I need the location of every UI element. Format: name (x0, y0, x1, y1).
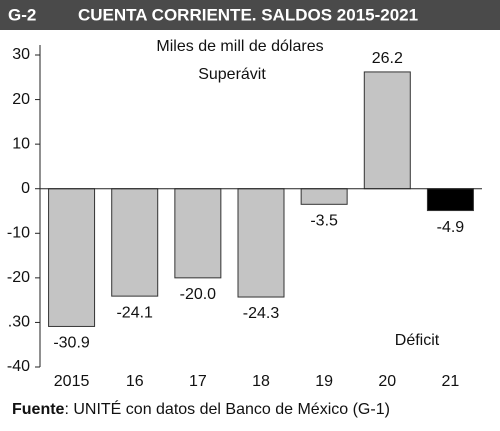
x-tick-label: 20 (378, 373, 396, 390)
x-tick-label: 21 (442, 373, 460, 390)
y-tick-label: 20 (12, 91, 30, 108)
y-tick-label: -20 (7, 269, 30, 286)
figure-label: G-2 (8, 5, 36, 24)
source-text: : UNITÉ con datos del Banco de México (G… (64, 399, 389, 418)
value-label: -4.9 (437, 219, 465, 236)
x-tick-label: 16 (126, 373, 144, 390)
subtitle: Miles de mill de dólares (156, 38, 323, 55)
y-tick-label: 0 (21, 180, 30, 197)
x-tick-label: 17 (189, 373, 207, 390)
y-tick-label: 10 (12, 135, 30, 152)
x-tick-label: 2015 (54, 373, 90, 390)
header-bar (0, 0, 500, 30)
chart-title: CUENTA CORRIENTE. SALDOS 2015-2021 (78, 5, 418, 24)
bar (363, 71, 411, 190)
annotation: Déficit (395, 332, 440, 349)
value-label: -20.0 (180, 286, 217, 303)
bar (48, 188, 96, 327)
bar (174, 188, 222, 279)
bar (237, 188, 285, 298)
x-tick-label: 19 (315, 373, 333, 390)
source-label: Fuente (12, 401, 65, 418)
bar (300, 188, 348, 205)
y-tick-label: .30 (8, 314, 30, 331)
value-label: -3.5 (310, 213, 338, 230)
annotation: Superávit (198, 66, 266, 83)
value-label: 26.2 (372, 50, 403, 67)
x-tick-label: 18 (252, 373, 270, 390)
y-tick-label: -40 (7, 358, 30, 375)
value-label: -24.3 (243, 305, 280, 322)
value-label: -24.1 (116, 304, 153, 321)
bar (426, 188, 474, 212)
y-tick-label: 30 (12, 46, 30, 63)
y-tick-label: -10 (7, 225, 30, 242)
bar (111, 188, 159, 297)
source: Fuente: UNITÉ con datos del Banco de Méx… (12, 399, 390, 418)
value-label: -30.9 (53, 335, 90, 352)
